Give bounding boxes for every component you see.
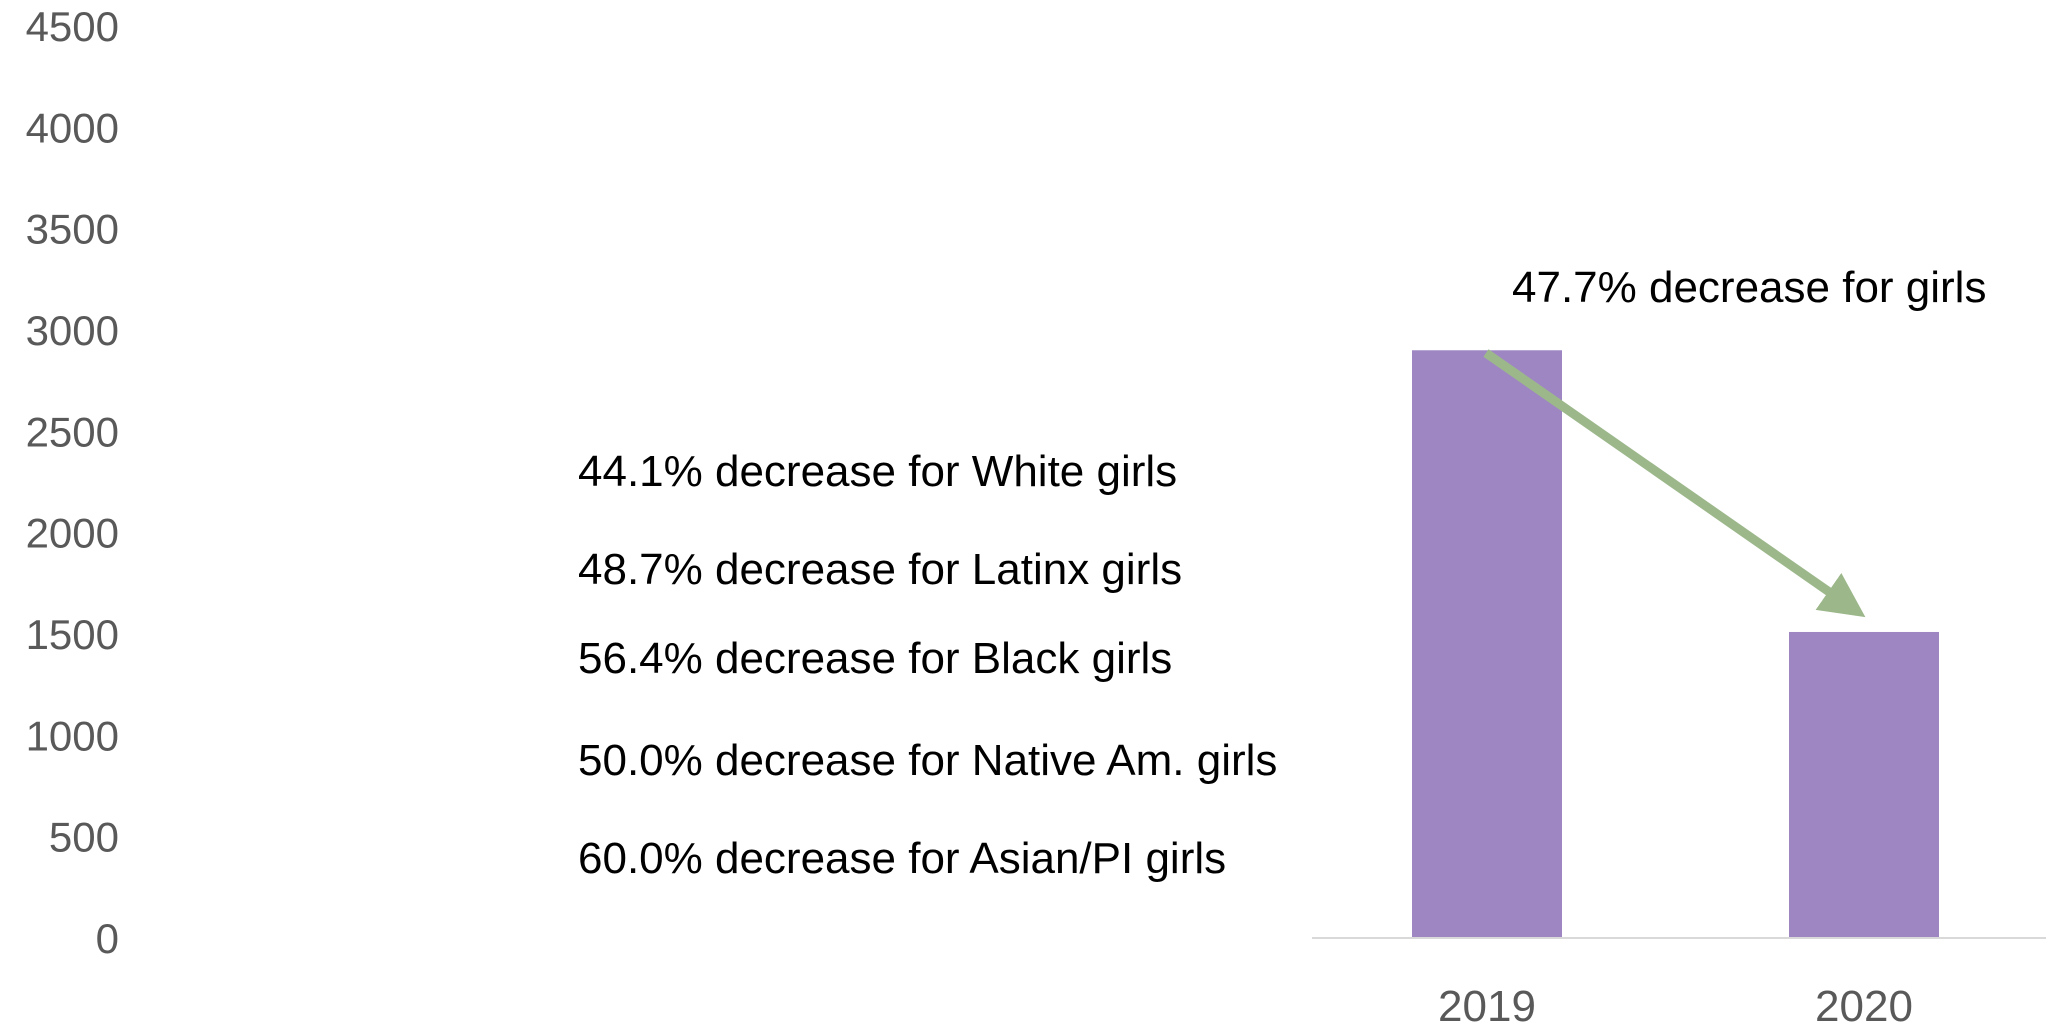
- y-tick-label: 1500: [26, 611, 119, 658]
- x-category-label: 2020: [1815, 982, 1913, 1029]
- y-axis-tick-labels: 0 500 1000 1500 2000 2500 3000 3500 4000 4500: [26, 3, 119, 962]
- x-axis-category-labels: 2019 2020: [1438, 982, 1913, 1029]
- y-tick-label: 0: [96, 915, 119, 962]
- bar-2019: [1412, 350, 1562, 938]
- y-tick-label: 2000: [26, 510, 119, 557]
- bars: [1412, 350, 1939, 938]
- note-asian-pi-girls: 60.0% decrease for Asian/PI girls: [578, 834, 1226, 883]
- x-category-label: 2019: [1438, 982, 1536, 1029]
- note-white-girls: 44.1% decrease for White girls: [578, 447, 1177, 496]
- decrease-arrow: [1483, 349, 1866, 618]
- bar-2020: [1789, 631, 1939, 938]
- y-tick-label: 500: [49, 814, 119, 861]
- y-tick-label: 3000: [26, 307, 119, 354]
- y-tick-label: 4000: [26, 104, 119, 151]
- y-tick-label: 3500: [26, 206, 119, 253]
- y-tick-label: 4500: [26, 3, 119, 50]
- headline-annotation: 47.7% decrease for girls: [1512, 263, 1986, 312]
- note-black-girls: 56.4% decrease for Black girls: [578, 634, 1172, 683]
- y-tick-label: 1000: [26, 712, 119, 759]
- note-latinx-girls: 48.7% decrease for Latinx girls: [578, 545, 1182, 594]
- y-tick-label: 2500: [26, 408, 119, 455]
- note-native-am-girls: 50.0% decrease for Native Am. girls: [578, 736, 1277, 785]
